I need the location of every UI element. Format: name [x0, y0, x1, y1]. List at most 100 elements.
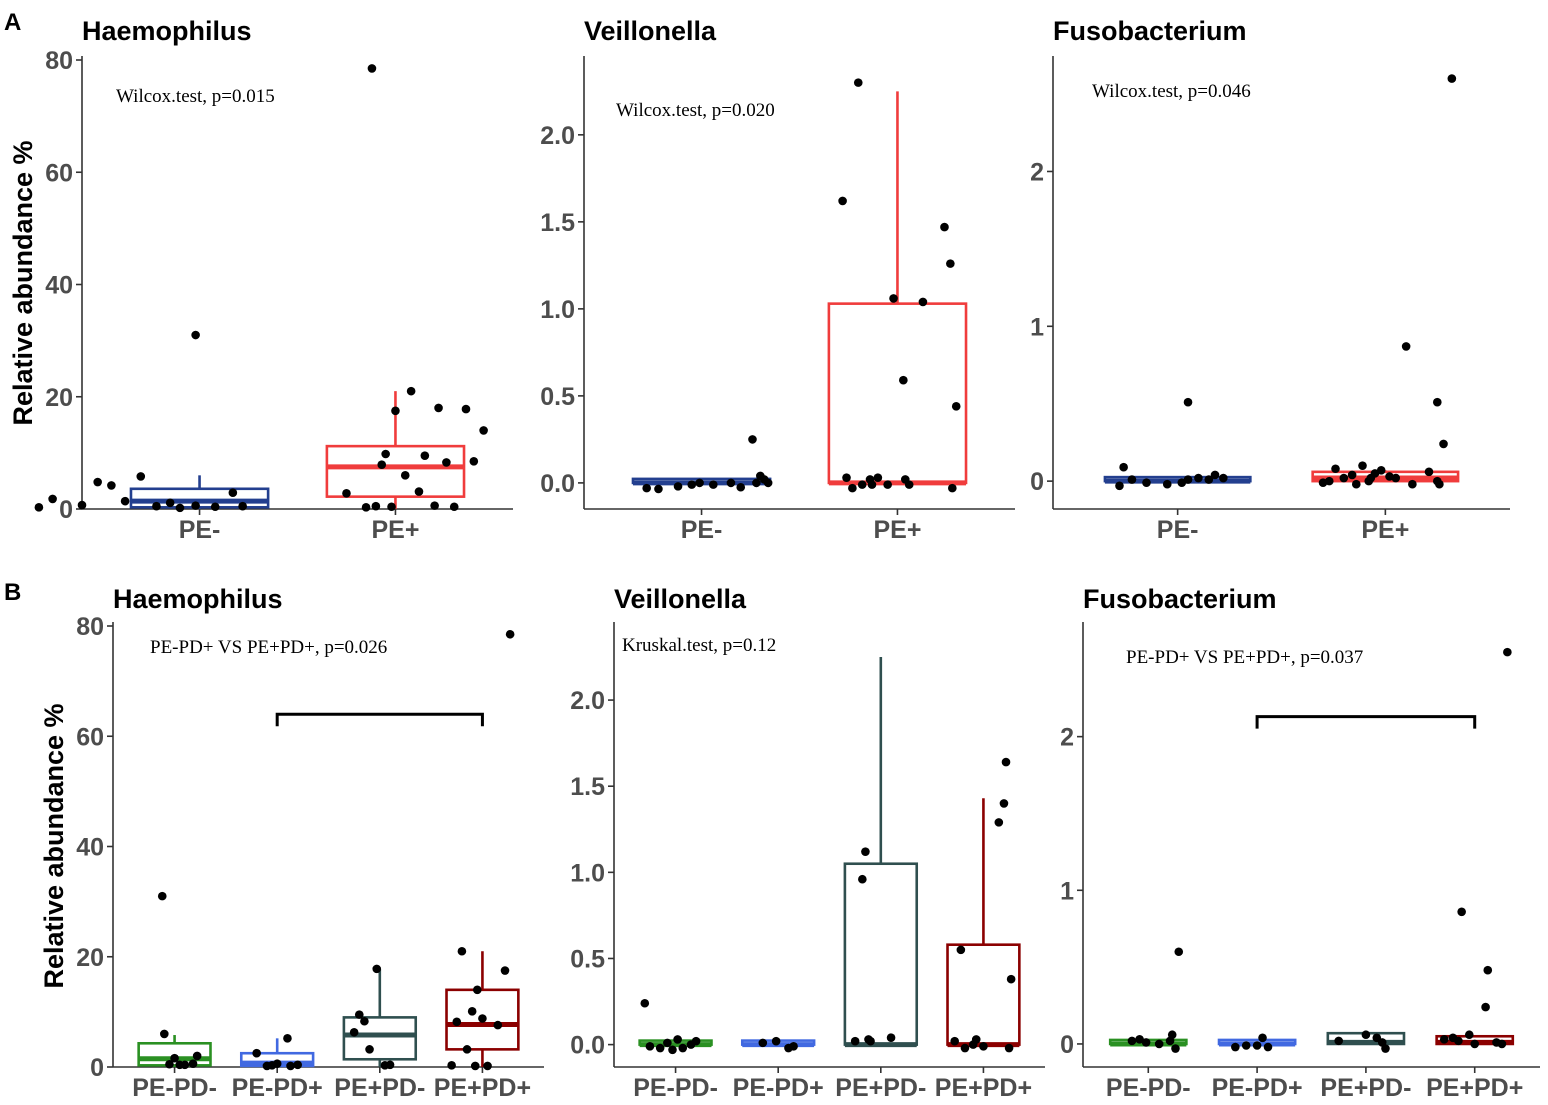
- data-point: [192, 1051, 202, 1061]
- data-point: [365, 1045, 374, 1054]
- y-tick-label: 1.0: [570, 859, 605, 887]
- data-point: [899, 375, 908, 385]
- y-tick-label: 1: [1060, 877, 1074, 905]
- data-point: [360, 1016, 369, 1026]
- data-point: [191, 330, 200, 340]
- chart-panel-1: Haemophilus Relative abundance % 0 20 40 60 80…: [8, 16, 513, 544]
- data-point: [462, 1045, 472, 1054]
- data-point: [642, 483, 651, 493]
- data-point: [948, 483, 957, 493]
- chart-title: Haemophilus: [113, 584, 283, 614]
- data-point: [691, 1036, 701, 1046]
- x-tick-label: PE+PD-: [835, 1074, 926, 1102]
- x-tick-label: PE+PD-: [1320, 1074, 1411, 1102]
- data-point: [673, 482, 683, 491]
- data-point: [951, 402, 961, 411]
- y-tick-label: 0.5: [570, 945, 605, 973]
- y-tick-label: 1: [1030, 313, 1044, 341]
- box-PE+PD+: [946, 798, 1021, 1048]
- data-point: [1004, 1043, 1014, 1053]
- data-point: [857, 480, 867, 489]
- data-point: [886, 1033, 896, 1043]
- data-point: [853, 78, 863, 87]
- x-tick-label: PE-PD+: [733, 1074, 824, 1102]
- x-tick-label: PE-: [681, 516, 723, 544]
- data-point: [1194, 473, 1203, 483]
- data-point: [283, 1034, 292, 1043]
- data-point: [479, 426, 488, 435]
- data-point: [1439, 439, 1448, 449]
- x-tick-label: PE+: [371, 516, 419, 544]
- data-point: [505, 629, 515, 639]
- x-tick-label: PE-: [179, 516, 221, 544]
- data-point: [1119, 462, 1128, 472]
- data-point: [1503, 647, 1512, 657]
- data-point: [293, 1060, 303, 1070]
- data-point: [994, 818, 1004, 827]
- box-PE+: [325, 391, 466, 509]
- data-point: [1006, 974, 1016, 984]
- data-point: [1324, 476, 1334, 486]
- data-point: [342, 488, 351, 498]
- test-annotation: PE-PD+ VS PE+PD+, p=0.026: [150, 637, 387, 658]
- data-point: [640, 998, 650, 1008]
- data-point: [940, 222, 949, 232]
- data-point: [709, 480, 718, 489]
- data-point: [372, 964, 382, 974]
- data-point: [861, 847, 870, 856]
- data-point: [752, 478, 761, 488]
- data-point: [361, 503, 371, 512]
- test-annotation: PE-PD+ VS PE+PD+, p=0.037: [1126, 647, 1363, 668]
- y-tick-label: 0: [1030, 468, 1044, 496]
- data-point: [918, 297, 928, 307]
- data-point: [1183, 397, 1193, 407]
- data-point: [461, 404, 471, 414]
- chart-title: Haemophilus: [82, 16, 252, 46]
- data-point: [1219, 473, 1228, 483]
- data-point: [655, 1043, 665, 1053]
- data-point: [493, 1020, 503, 1030]
- data-point: [645, 1042, 655, 1051]
- box-PE-: [1103, 475, 1252, 484]
- data-point: [1339, 473, 1349, 483]
- data-point: [434, 403, 443, 413]
- data-point: [469, 456, 479, 466]
- data-point: [1424, 467, 1434, 477]
- data-point: [1331, 464, 1340, 474]
- data-point: [1483, 965, 1493, 975]
- data-point: [1231, 1042, 1240, 1052]
- chart-title: Fusobacterium: [1083, 584, 1277, 614]
- data-point: [170, 1053, 179, 1063]
- x-tick-label: PE+PD-: [334, 1074, 425, 1102]
- data-point: [34, 503, 44, 512]
- data-point: [1258, 1033, 1267, 1043]
- x-tick-label: PE+PD+: [935, 1074, 1032, 1102]
- y-tick-label: 2: [1060, 724, 1074, 752]
- box-body: [342, 1016, 418, 1061]
- panel-label-a: A: [4, 9, 21, 36]
- data-point: [848, 483, 857, 493]
- data-point: [1127, 475, 1137, 484]
- y-tick-label: 60: [45, 159, 73, 187]
- data-point: [385, 1060, 395, 1070]
- x-tick-label: PE+: [873, 516, 921, 544]
- data-point: [678, 1043, 688, 1053]
- data-point: [442, 458, 451, 467]
- data-point: [406, 386, 416, 396]
- data-point: [1408, 479, 1417, 489]
- data-point: [971, 1035, 981, 1044]
- data-point: [883, 480, 892, 489]
- data-point: [1174, 947, 1184, 957]
- data-point: [349, 1027, 359, 1037]
- data-point: [449, 502, 459, 512]
- data-point: [789, 1042, 798, 1051]
- data-point: [414, 487, 424, 496]
- data-point: [354, 1010, 364, 1019]
- data-point: [136, 472, 146, 481]
- data-point: [160, 1029, 169, 1039]
- data-point: [1351, 479, 1361, 489]
- data-point: [152, 501, 161, 511]
- data-point: [1263, 1042, 1273, 1052]
- data-point: [191, 501, 200, 510]
